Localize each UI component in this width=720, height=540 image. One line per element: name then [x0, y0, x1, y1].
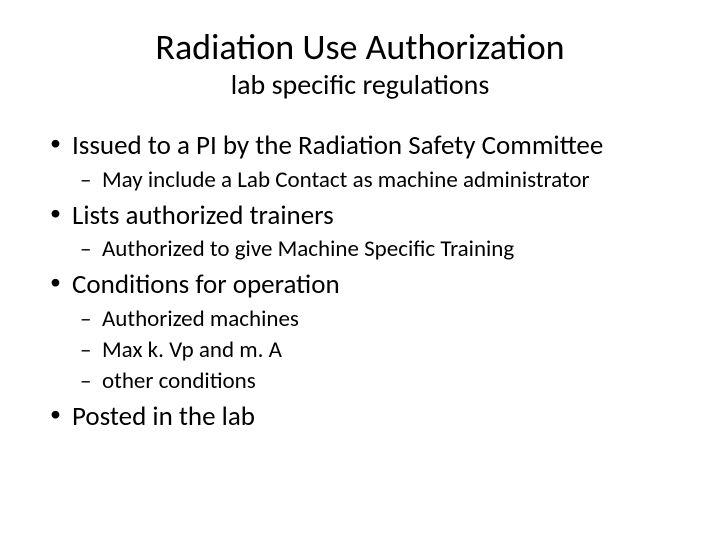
- slide-subtitle: lab specific regulations: [40, 70, 680, 101]
- bullet-item: Lists authorized trainers Authorized to …: [44, 198, 680, 265]
- sub-bullet-item: Max k. Vp and m. A: [76, 335, 680, 366]
- slide-title: Radiation Use Authorization: [40, 28, 680, 68]
- slide-content: Issued to a PI by the Radiation Safety C…: [40, 128, 680, 435]
- sub-bullet-text: other conditions: [102, 367, 256, 395]
- sub-bullet-text: Authorized machines: [102, 305, 299, 333]
- bullet-item: Conditions for operation Authorized mach…: [44, 267, 680, 397]
- sub-bullet-list: May include a Lab Contact as machine adm…: [72, 165, 680, 196]
- bullet-list: Issued to a PI by the Radiation Safety C…: [44, 128, 680, 435]
- bullet-text: Lists authorized trainers: [72, 199, 334, 232]
- sub-bullet-item: Authorized to give Machine Specific Trai…: [76, 234, 680, 265]
- bullet-item: Issued to a PI by the Radiation Safety C…: [44, 128, 680, 195]
- sub-bullet-text: May include a Lab Contact as machine adm…: [102, 166, 590, 194]
- sub-bullet-item: May include a Lab Contact as machine adm…: [76, 165, 680, 196]
- sub-bullet-item: other conditions: [76, 366, 680, 397]
- sub-bullet-text: Authorized to give Machine Specific Trai…: [102, 235, 514, 263]
- sub-bullet-list: Authorized to give Machine Specific Trai…: [72, 234, 680, 265]
- sub-bullet-text: Max k. Vp and m. A: [102, 336, 282, 364]
- bullet-item: Posted in the lab: [44, 399, 680, 435]
- bullet-text: Posted in the lab: [72, 400, 255, 433]
- bullet-text: Issued to a PI by the Radiation Safety C…: [72, 129, 603, 162]
- sub-bullet-list: Authorized machines Max k. Vp and m. A o…: [72, 304, 680, 397]
- bullet-text: Conditions for operation: [72, 268, 340, 301]
- sub-bullet-item: Authorized machines: [76, 304, 680, 335]
